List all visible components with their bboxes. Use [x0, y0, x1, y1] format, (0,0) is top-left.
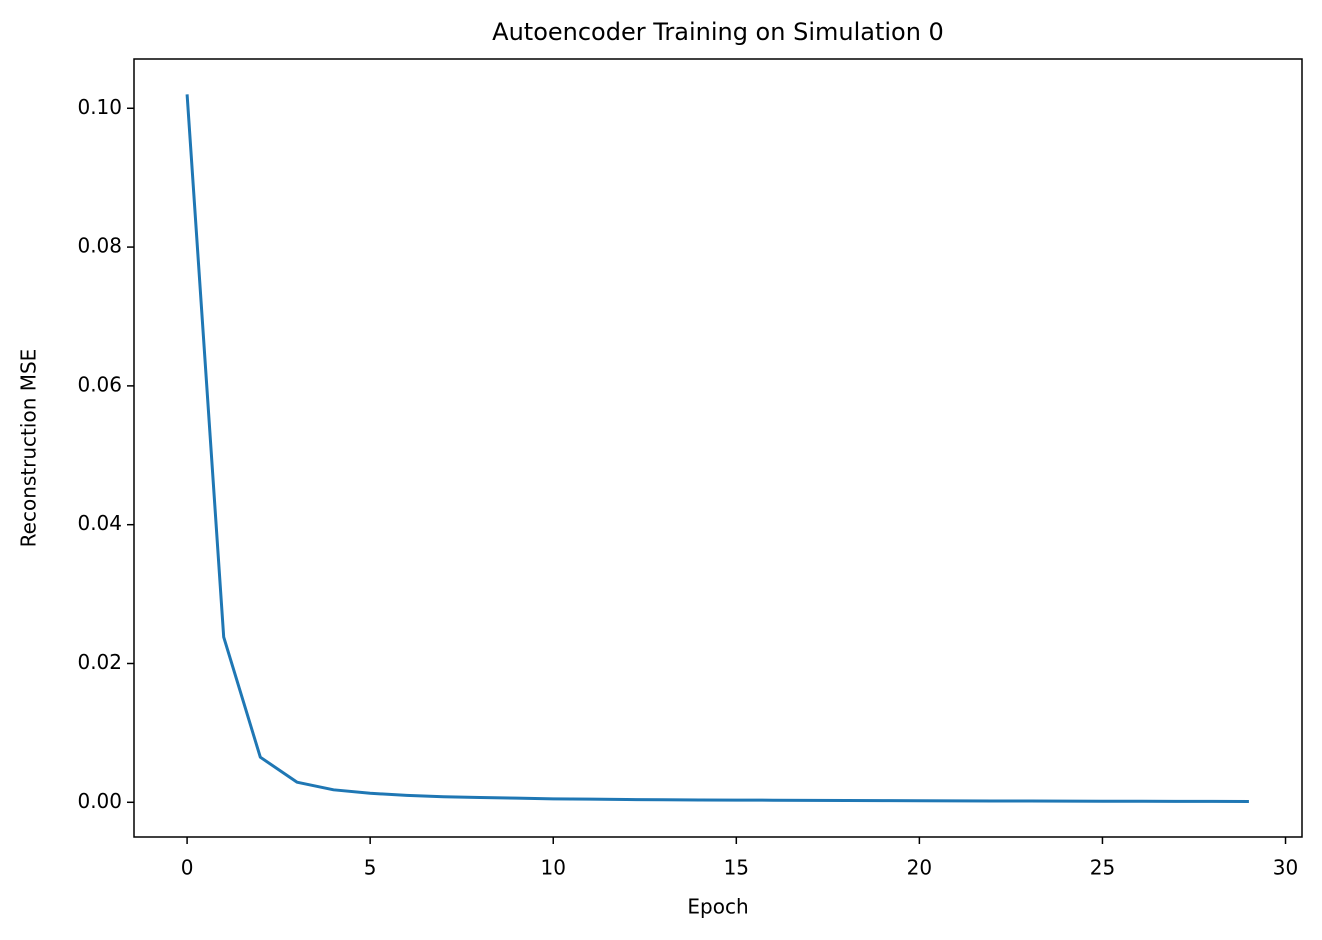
- x-axis-label: Epoch: [687, 895, 748, 919]
- x-tick-label: 30: [1273, 856, 1298, 880]
- plot-frame: [133, 58, 1303, 838]
- y-tick-label: 0.08: [77, 234, 122, 258]
- y-tick-label: 0.02: [77, 650, 122, 674]
- y-tick-label: 0.00: [77, 789, 122, 813]
- data-line: [185, 94, 1249, 803]
- x-tick-label: 10: [541, 856, 566, 880]
- chart-title: Autoencoder Training on Simulation 0: [492, 18, 944, 46]
- x-tick-label: 0: [181, 856, 194, 880]
- y-tick-label: 0.10: [77, 95, 122, 119]
- x-tick-label: 25: [1090, 856, 1115, 880]
- x-tick-label: 5: [364, 856, 377, 880]
- x-tick-label: 20: [907, 856, 932, 880]
- y-axis-label: Reconstruction MSE: [17, 349, 41, 548]
- y-tick-label: 0.04: [77, 511, 122, 535]
- x-tick-label: 15: [724, 856, 749, 880]
- y-tick-label: 0.06: [77, 372, 122, 396]
